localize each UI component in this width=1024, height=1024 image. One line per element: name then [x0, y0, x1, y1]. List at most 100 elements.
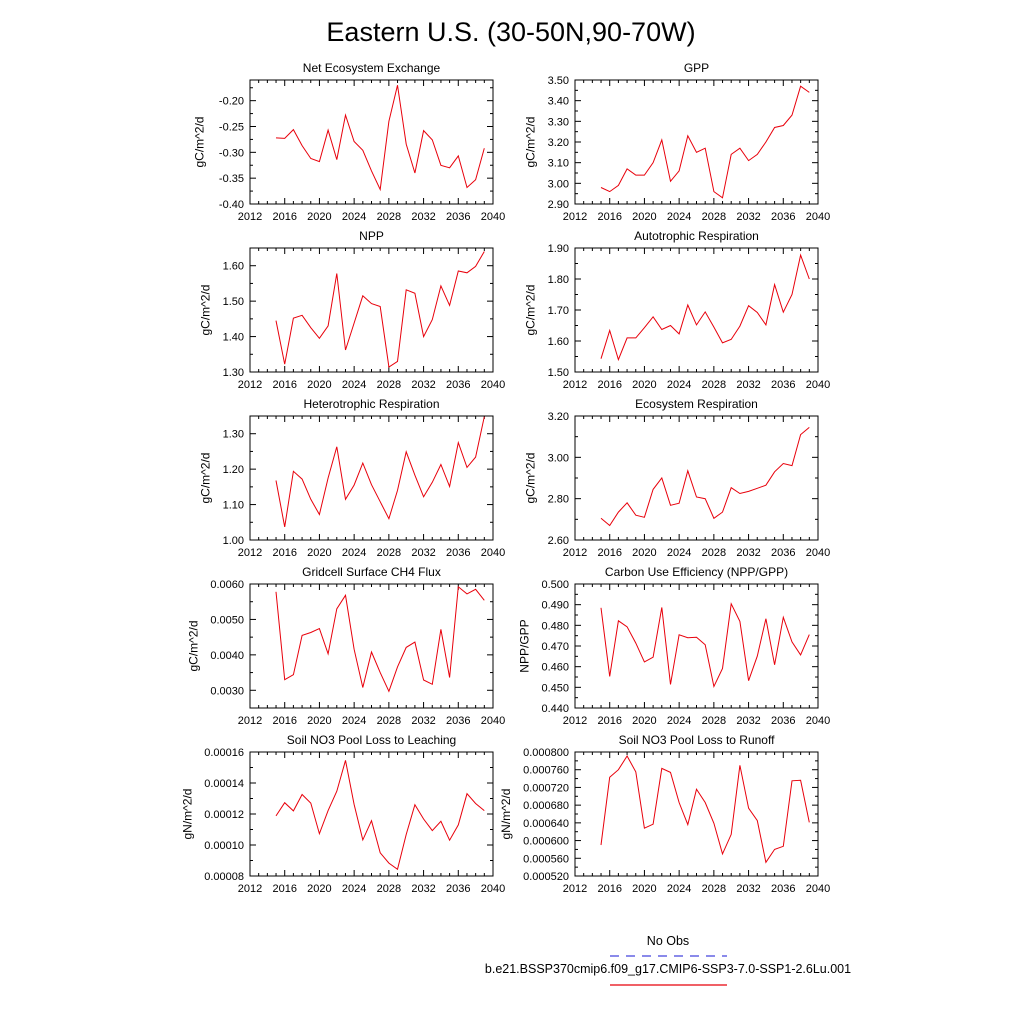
y-tick-label: 0.00016 — [204, 747, 244, 759]
x-tick-label: 2032 — [411, 715, 435, 727]
y-tick-label: 0.000600 — [523, 836, 569, 848]
panel-title: NPP — [359, 229, 384, 243]
panel-title: Gridcell Surface CH4 Flux — [302, 565, 441, 579]
y-tick-label: 0.500 — [541, 579, 569, 591]
x-tick-label: 2016 — [272, 211, 296, 223]
x-tick-label: 2040 — [806, 883, 830, 895]
x-tick-label: 2040 — [481, 211, 505, 223]
panel: 2012 2016 2020 2024 2028 2032 2036 2040 2.90 3.00… — [524, 61, 831, 223]
y-tick-label: 0.000560 — [523, 853, 569, 865]
y-tick-label: 2.90 — [548, 199, 569, 211]
y-axis-label: gC/m^2/d — [199, 453, 213, 504]
plot-frame — [574, 583, 819, 709]
x-tick-label: 2036 — [771, 715, 795, 727]
y-tick-label: 1.60 — [223, 261, 244, 273]
x-tick-label: 2028 — [377, 715, 401, 727]
y-axis-label: gC/m^2/d — [524, 117, 538, 168]
x-tick-label: 2028 — [702, 379, 726, 391]
y-tick-label: 0.00010 — [204, 840, 244, 852]
legend-case-label: b.e21.BSSP370cmip6.f09_g17.CMIP6-SSP3-7.… — [485, 962, 851, 976]
figure-title: Eastern U.S. (30-50N,90-70W) — [326, 17, 695, 47]
series-line — [600, 253, 810, 362]
x-tick-label: 2028 — [377, 211, 401, 223]
x-tick-label: 2024 — [342, 379, 366, 391]
y-tick-label: 1.70 — [548, 305, 569, 317]
x-tick-label: 2036 — [446, 211, 470, 223]
x-tick-label: 2024 — [342, 883, 366, 895]
y-axis-label: gN/m^2/d — [180, 789, 194, 840]
y-tick-label: 0.000760 — [523, 765, 569, 777]
y-tick-label: 1.80 — [548, 274, 569, 286]
plot-frame — [249, 751, 494, 877]
x-tick-label: 2016 — [597, 883, 621, 895]
x-tick-label: 2016 — [597, 715, 621, 727]
x-tick-label: 2024 — [667, 211, 691, 223]
x-tick-label: 2020 — [632, 211, 656, 223]
y-tick-label: 1.40 — [223, 332, 244, 344]
legend-obs-label: No Obs — [647, 934, 689, 948]
series-line — [275, 416, 485, 527]
y-tick-label: 3.20 — [548, 411, 569, 423]
y-tick-label: 0.000680 — [523, 800, 569, 812]
y-tick-label: 1.50 — [548, 367, 569, 379]
y-tick-label: 2.60 — [548, 535, 569, 547]
y-axis-label: gC/m^2/d — [193, 117, 207, 168]
x-tick-label: 2012 — [563, 211, 587, 223]
x-tick-label: 2032 — [736, 547, 760, 559]
x-tick-label: 2032 — [736, 379, 760, 391]
panel: 2012 2016 2020 2024 2028 2032 2036 2040 0.440 0.4… — [518, 565, 831, 727]
panel-title: Soil NO3 Pool Loss to Leaching — [287, 733, 456, 747]
x-tick-label: 2012 — [563, 883, 587, 895]
panel: 2012 2016 2020 2024 2028 2032 2036 2040 0.00008 0… — [180, 733, 505, 895]
x-tick-label: 2012 — [563, 379, 587, 391]
x-tick-label: 2032 — [411, 883, 435, 895]
y-tick-label: 0.00008 — [204, 871, 244, 883]
y-tick-label: 0.000520 — [523, 871, 569, 883]
x-tick-label: 2016 — [597, 547, 621, 559]
y-axis-label: NPP/GPP — [518, 619, 532, 672]
y-tick-label: 2.80 — [548, 494, 569, 506]
x-tick-label: 2028 — [702, 883, 726, 895]
y-axis-label: gC/m^2/d — [524, 285, 538, 336]
panel-title: GPP — [684, 61, 709, 75]
x-tick-label: 2028 — [702, 715, 726, 727]
panel-title: Ecosystem Respiration — [635, 397, 758, 411]
y-tick-label: 3.50 — [548, 75, 569, 87]
x-tick-label: 2036 — [771, 211, 795, 223]
y-tick-label: 3.20 — [548, 137, 569, 149]
y-tick-label: 0.000720 — [523, 782, 569, 794]
y-tick-label: 1.30 — [223, 367, 244, 379]
panel: 2012 2016 2020 2024 2028 2032 2036 2040 1.00 1.10… — [199, 397, 506, 559]
plot-frame — [574, 247, 819, 373]
x-tick-label: 2012 — [563, 547, 587, 559]
y-tick-label: 1.50 — [223, 296, 244, 308]
x-tick-label: 2012 — [238, 379, 262, 391]
x-tick-label: 2040 — [806, 379, 830, 391]
panel: 2012 2016 2020 2024 2028 2032 2036 2040 1.30 1.40… — [199, 229, 506, 391]
x-tick-label: 2024 — [667, 547, 691, 559]
y-tick-label: 0.0040 — [210, 650, 244, 662]
x-tick-label: 2032 — [411, 211, 435, 223]
plot-frame — [249, 415, 494, 541]
panel: 2012 2016 2020 2024 2028 2032 2036 2040 2.60 2.80… — [524, 397, 831, 559]
plot-frame — [574, 415, 819, 541]
x-tick-label: 2012 — [238, 715, 262, 727]
series-line — [600, 427, 810, 527]
y-tick-label: 0.460 — [541, 662, 569, 674]
x-tick-label: 2028 — [702, 547, 726, 559]
y-axis-label: gC/m^2/d — [524, 453, 538, 504]
y-tick-label: 0.0060 — [210, 579, 244, 591]
x-tick-label: 2016 — [272, 883, 296, 895]
y-tick-label: 1.90 — [548, 243, 569, 255]
x-tick-label: 2040 — [481, 547, 505, 559]
x-tick-label: 2040 — [806, 211, 830, 223]
x-tick-label: 2040 — [806, 715, 830, 727]
x-tick-label: 2020 — [632, 547, 656, 559]
y-tick-label: 0.000800 — [523, 747, 569, 759]
x-tick-label: 2012 — [238, 883, 262, 895]
series-line — [600, 602, 810, 689]
y-tick-label: 1.60 — [548, 336, 569, 348]
x-tick-label: 2024 — [667, 883, 691, 895]
plot-frame — [574, 751, 819, 877]
